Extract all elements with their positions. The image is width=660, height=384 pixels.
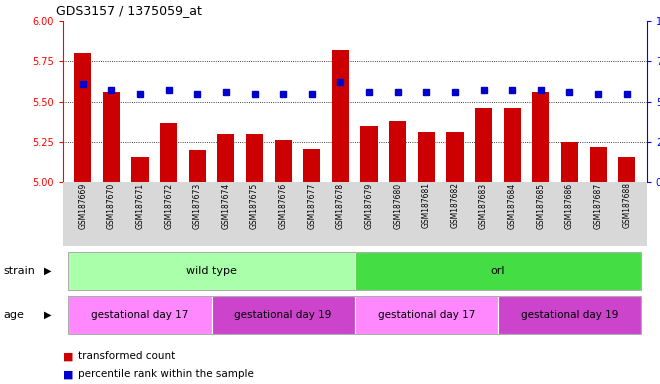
Bar	[217, 134, 234, 182]
Bar	[618, 157, 636, 182]
Text: transformed count: transformed count	[78, 351, 175, 361]
Bar	[475, 108, 492, 182]
Bar	[360, 126, 378, 182]
Bar	[332, 50, 349, 182]
Bar	[246, 134, 263, 182]
Bar	[561, 142, 578, 182]
Bar	[532, 92, 549, 182]
Text: gestational day 17: gestational day 17	[378, 310, 475, 320]
Text: ■: ■	[63, 369, 73, 379]
Text: ▶: ▶	[44, 266, 51, 276]
Bar	[446, 132, 463, 182]
Bar	[418, 132, 435, 182]
Bar	[389, 121, 407, 182]
Text: age: age	[3, 310, 24, 320]
Text: gestational day 17: gestational day 17	[91, 310, 189, 320]
Bar	[303, 149, 320, 182]
Bar	[103, 92, 120, 182]
Bar	[275, 141, 292, 182]
Text: ▶: ▶	[44, 310, 51, 320]
Bar	[160, 123, 178, 182]
Text: gestational day 19: gestational day 19	[521, 310, 618, 320]
Text: percentile rank within the sample: percentile rank within the sample	[78, 369, 253, 379]
Text: orl: orl	[490, 266, 505, 276]
Text: wild type: wild type	[186, 266, 237, 276]
Bar	[504, 108, 521, 182]
Text: strain: strain	[3, 266, 35, 276]
Bar	[131, 157, 148, 182]
Text: GDS3157 / 1375059_at: GDS3157 / 1375059_at	[56, 4, 202, 17]
Text: ■: ■	[63, 351, 73, 361]
Bar	[189, 150, 206, 182]
Bar	[74, 53, 91, 182]
Text: gestational day 19: gestational day 19	[234, 310, 332, 320]
Bar	[589, 147, 607, 182]
